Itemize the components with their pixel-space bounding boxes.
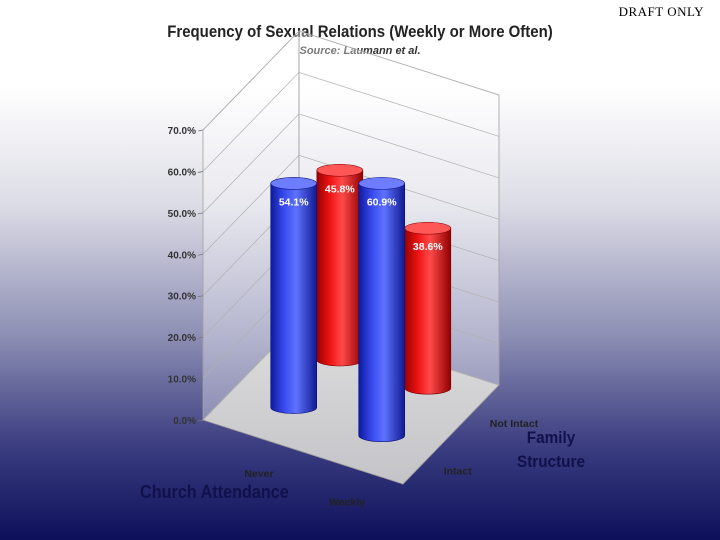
bar-body bbox=[270, 183, 318, 414]
bar-data-label: 60.9% bbox=[367, 196, 397, 208]
y-tick-mark bbox=[197, 212, 204, 215]
y-tick-mark bbox=[197, 171, 204, 173]
draft-watermark: DRAFT ONLY bbox=[618, 4, 704, 19]
bar-body bbox=[358, 183, 406, 442]
x-category-label: Never bbox=[244, 468, 273, 480]
axis-category-labels: Never Weekly Intact Not Intact bbox=[244, 418, 538, 509]
bar-top bbox=[316, 163, 364, 177]
y-axis-ticks: 0.0% 10.0% 20.0% 30.0% 40.0% 50.0% 60.0% 70.0% bbox=[168, 126, 204, 427]
y-tick-label: 40.0% bbox=[168, 250, 196, 261]
y-tick-label: 20.0% bbox=[168, 333, 196, 344]
y-tick-label: 50.0% bbox=[168, 209, 196, 220]
bar-data-label: 45.8% bbox=[325, 183, 355, 195]
bar-body bbox=[404, 227, 452, 395]
bar-top bbox=[270, 177, 318, 190]
y-tick-mark bbox=[197, 378, 204, 380]
gridline bbox=[202, 30, 500, 131]
y-tick-mark bbox=[197, 295, 204, 298]
bar-data-label: 54.1% bbox=[279, 196, 309, 208]
chart-bars: 38.6% 45.8% 60.9% 54.1% bbox=[270, 163, 452, 442]
bar-intact-weekly: 60.9% bbox=[358, 177, 406, 442]
y-tick-mark bbox=[197, 336, 204, 339]
depth-category-label: Intact bbox=[444, 465, 473, 477]
y-tick-mark bbox=[197, 419, 204, 422]
bar-data-label: 38.6% bbox=[413, 241, 443, 253]
depth-category-label: Not Intact bbox=[490, 418, 539, 430]
bar-intact-never: 54.1% bbox=[270, 177, 318, 414]
y-tick-label: 0.0% bbox=[173, 416, 196, 427]
depth-axis-title-line2: Structure bbox=[516, 452, 586, 471]
chart-subtitle: Source: Laumann et al. bbox=[299, 45, 421, 57]
chart-title: Frequency of Sexual Relations (Weekly or… bbox=[167, 22, 553, 41]
gridline bbox=[202, 113, 500, 214]
gridline bbox=[202, 154, 500, 255]
y-tick-label: 10.0% bbox=[168, 375, 196, 386]
x-axis-title: Church Attendance bbox=[140, 482, 289, 502]
gridline bbox=[202, 72, 500, 172]
depth-axis-title-line1: Family bbox=[526, 428, 576, 447]
x-category-label: Weekly bbox=[329, 496, 365, 508]
depth-axis-title: Family Structure bbox=[516, 426, 586, 474]
y-tick-label: 60.0% bbox=[168, 167, 196, 178]
bar-not-intact-weekly: 38.6% bbox=[404, 221, 452, 395]
y-tick-label: 30.0% bbox=[168, 292, 196, 303]
y-tick-mark bbox=[197, 253, 204, 256]
bar-top bbox=[404, 221, 452, 235]
bar-top bbox=[358, 177, 406, 190]
bar-not-intact-never: 45.8% bbox=[316, 163, 364, 367]
y-tick-label: 70.0% bbox=[168, 126, 196, 137]
y-tick-mark bbox=[197, 129, 204, 132]
bar-body bbox=[316, 169, 364, 367]
